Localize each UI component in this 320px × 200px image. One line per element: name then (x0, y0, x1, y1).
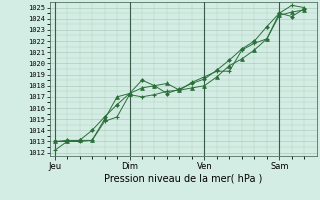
X-axis label: Pression niveau de la mer( hPa ): Pression niveau de la mer( hPa ) (104, 173, 262, 183)
